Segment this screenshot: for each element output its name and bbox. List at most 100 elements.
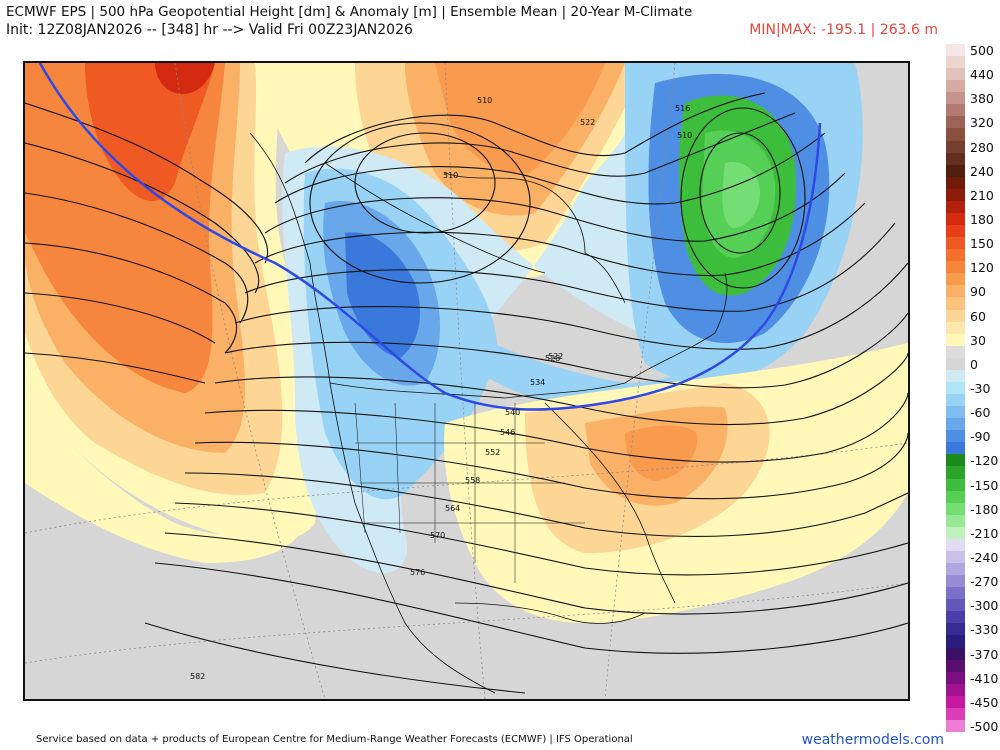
colorbar-swatch (946, 418, 965, 431)
colorbar-label: -90 (970, 429, 991, 445)
colorbar-swatch (946, 261, 965, 274)
anomaly-map: 510 522 516 510 510 528 534 540 546 552 … (23, 61, 910, 701)
colorbar-label: 240 (970, 163, 994, 179)
western-low-contours (309, 122, 531, 284)
colorbar-label: -450 (970, 694, 999, 710)
contour-label: 558 (465, 476, 480, 485)
colorbar-label: -370 (970, 646, 999, 662)
colorbar-swatch (946, 152, 965, 166)
colorbar-swatch (946, 357, 965, 371)
contour-label: 510 (477, 96, 492, 105)
colorbar-swatch (946, 321, 965, 335)
colorbar-swatch (946, 683, 965, 697)
colorbar-label: 440 (970, 67, 994, 83)
colorbar-label: 30 (970, 332, 986, 348)
site-link[interactable]: weathermodels.com (801, 732, 944, 748)
colorbar-swatch (946, 563, 965, 576)
colorbar-swatch (946, 538, 965, 552)
colorbar-swatch (946, 707, 965, 721)
colorbar-swatch (946, 490, 965, 504)
colorbar-swatch (946, 478, 965, 492)
colorbar-label: 90 (970, 284, 986, 300)
colorbar-swatch (946, 188, 965, 202)
colorbar-swatch (946, 68, 965, 81)
colorbar-swatch (946, 92, 965, 105)
colorbar-swatch (946, 587, 965, 600)
colorbar-swatch (946, 599, 965, 612)
colorbar-label: -240 (970, 549, 999, 565)
colorbar-label: 380 (970, 91, 994, 107)
colorbar-swatch (946, 454, 965, 467)
colorbar-label: -300 (970, 598, 999, 614)
colorbar-label: -500 (970, 718, 999, 734)
colorbar-swatch (946, 116, 965, 129)
colorbar-swatch (946, 200, 965, 214)
colorbar-label: -120 (970, 453, 999, 469)
contour-540-highlight (38, 63, 822, 411)
colorbar-label: -330 (970, 622, 999, 638)
colorbar-swatch (946, 695, 965, 709)
colorbar-swatch (946, 514, 965, 528)
colorbar-swatch (946, 502, 965, 516)
init-valid-line: Init: 12Z08JAN2026 -- [348] hr --> Valid… (6, 22, 413, 38)
contour-label: 528 (545, 354, 560, 363)
colorbar-swatch (946, 297, 965, 311)
colorbar-swatch (946, 526, 965, 540)
colorbar-label: -270 (970, 574, 999, 590)
colorbar-swatch (946, 309, 965, 323)
contour-label: 510 (443, 171, 458, 180)
colorbar-label: 60 (970, 308, 986, 324)
colorbar-swatch (946, 237, 965, 250)
chart-title: ECMWF EPS | 500 hPa Geopotential Height … (6, 4, 693, 20)
colorbar-swatch (946, 430, 965, 443)
colorbar-swatch (946, 550, 965, 564)
contour-label: 576 (410, 568, 425, 577)
colorbar-label: 120 (970, 260, 994, 276)
colorbar-swatch (946, 176, 965, 190)
colorbar-swatch (946, 249, 965, 262)
contour-label: 570 (430, 531, 445, 540)
north-warm-anomaly-core (435, 63, 605, 174)
colorbar-label: 180 (970, 211, 994, 227)
contour-label: 516 (675, 104, 690, 113)
colorbar-swatch (946, 611, 965, 624)
colorbar-swatch (946, 575, 965, 588)
colorbar-swatch (946, 394, 965, 407)
colorbar-swatch (946, 212, 965, 226)
contour-label: 564 (445, 504, 460, 513)
lat-lon-grid (25, 63, 908, 699)
colorbar-swatch (946, 333, 965, 347)
colorbar-swatch (946, 623, 965, 636)
colorbar-label: -180 (970, 501, 999, 517)
colorbar-swatch (946, 273, 965, 286)
height-contours (25, 92, 908, 694)
colorbar-swatch (946, 647, 965, 661)
colorbar-swatch (946, 381, 965, 395)
colorbar-label: 210 (970, 187, 994, 203)
colorbar-swatch (946, 671, 965, 685)
pacific-ridge-anomaly-max (155, 63, 215, 94)
colorbar-label: 500 (970, 43, 994, 58)
contour-label: 522 (548, 352, 563, 361)
colorbar-label: -30 (970, 380, 991, 396)
colorbar-swatch (946, 659, 965, 673)
colorbar-swatch (946, 140, 965, 154)
colorbar-swatch (946, 80, 965, 93)
colorbar-swatch (946, 44, 965, 57)
contour-labels: 510 522 516 510 510 528 534 540 546 552 … (190, 96, 692, 681)
contour-label: 582 (190, 672, 205, 681)
contour-label: 546 (500, 428, 515, 437)
western-trough-anomaly-core (345, 232, 420, 358)
colorbar-label: 150 (970, 236, 994, 252)
contour-label: 552 (485, 448, 500, 457)
state-borders (354, 402, 585, 583)
min-max-readout: MIN|MAX: -195.1 | 263.6 m (749, 22, 938, 38)
colorbar-swatch (946, 164, 965, 178)
colorbar-label: -410 (970, 670, 999, 686)
colorbar-swatch (946, 442, 965, 455)
colorbar-label: 0 (970, 356, 978, 372)
pacific-ridge-anomaly-peak (85, 63, 215, 202)
colorbar-label: -60 (970, 405, 991, 421)
data-credit: Service based on data + products of Euro… (36, 734, 633, 745)
colorbar-swatch (946, 104, 965, 117)
